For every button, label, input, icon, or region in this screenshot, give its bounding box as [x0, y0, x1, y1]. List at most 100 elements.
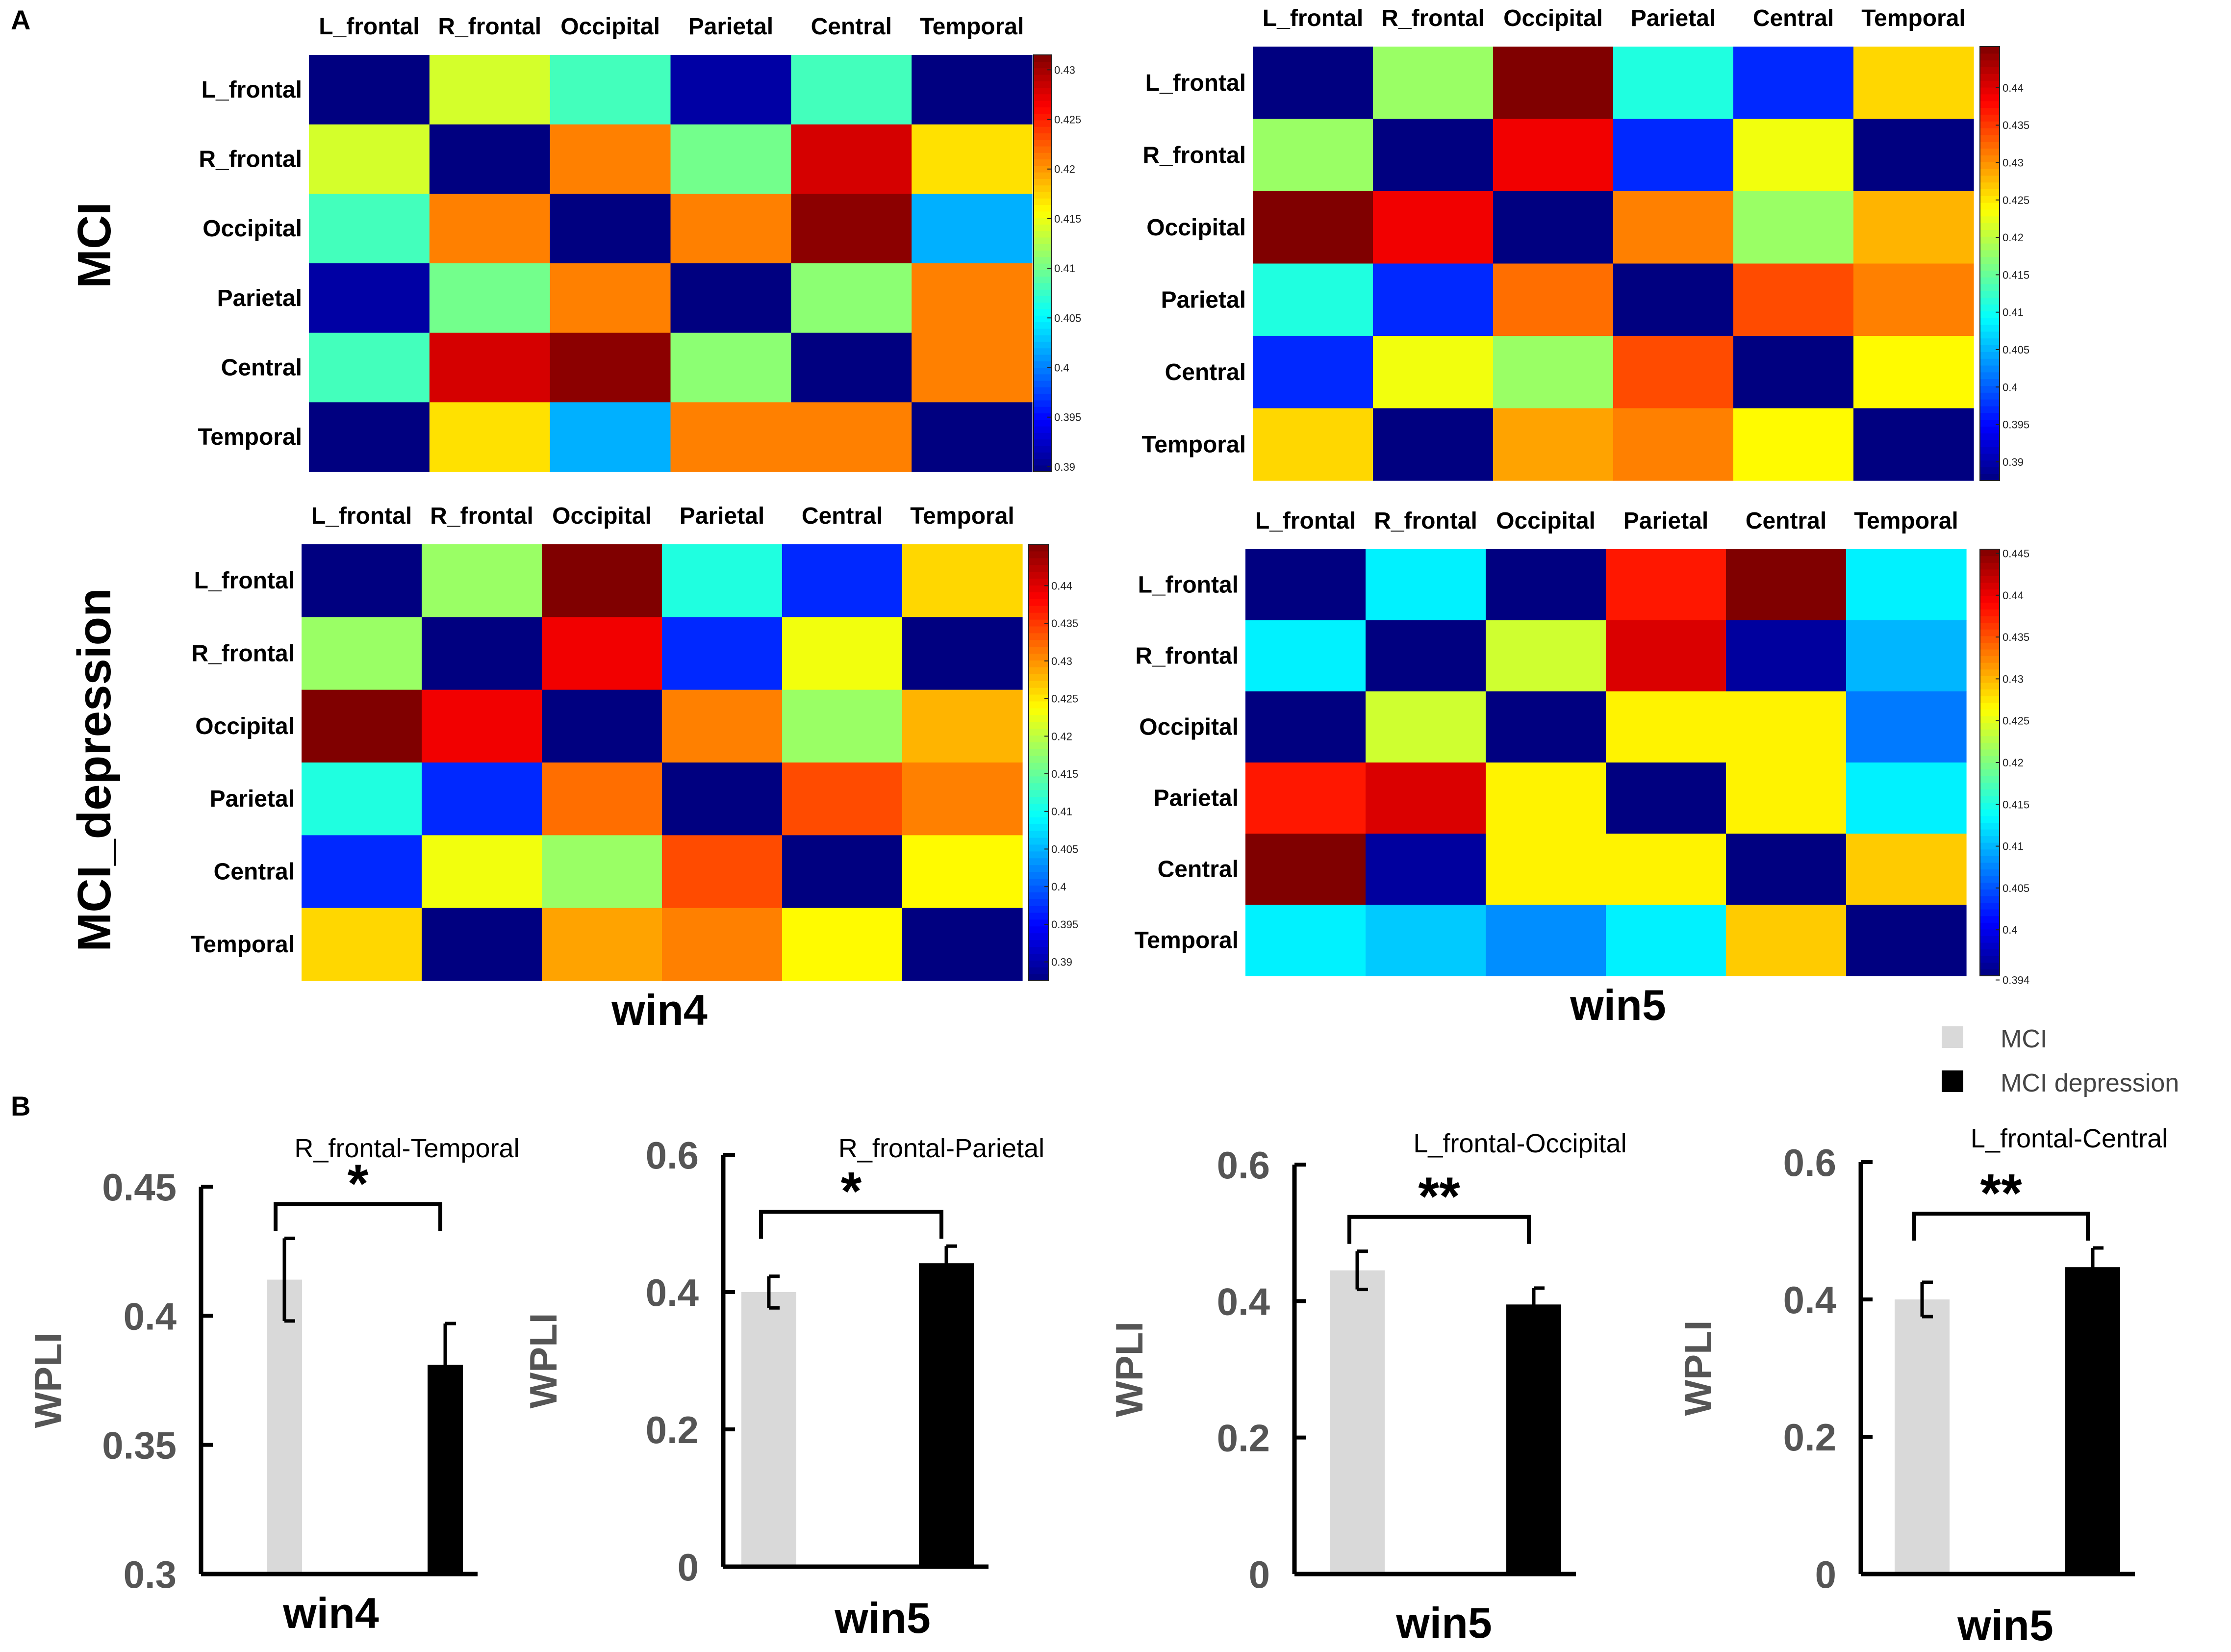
heatmap-cell-central-parietal [1613, 336, 1734, 409]
heatmap-cell-occipital-r-frontal [1366, 691, 1486, 763]
colorbar-segment [1980, 338, 2000, 346]
colorbar-segment [1980, 656, 2000, 663]
heatmap-y-label: R_frontal [191, 641, 295, 667]
colorbar-segment [1980, 962, 2000, 969]
y-tick-label: 0.2 [1217, 1417, 1270, 1460]
colorbar-segment [1029, 892, 1048, 899]
colorbar-segment [1980, 876, 2000, 883]
heatmap-mci-depression-win4: L_frontal R_frontal Occipital Parietal Centr… [191, 503, 1078, 981]
colorbar-segment [1980, 290, 2000, 298]
colorbar-tick-label: 0.39 [2003, 456, 2024, 468]
colorbar-segment [1980, 263, 2000, 271]
colorbar-segment [1034, 107, 1051, 114]
colorbar-segment [1029, 858, 1048, 865]
colorbar-segment [1029, 660, 1048, 667]
heatmap-cell-occipital-occipital [1486, 691, 1606, 763]
colorbar-segment [1029, 585, 1048, 592]
colorbar-segment [1980, 622, 2000, 630]
colorbar-segment [1980, 776, 2000, 783]
y-tick-label: 0.2 [646, 1408, 699, 1451]
heatmap-cell-temporal-parietal [1613, 408, 1734, 481]
heatmap-cell-occipital-occipital [1493, 191, 1614, 264]
colorbar-segment [1980, 74, 2000, 81]
colorbar-segment [1034, 172, 1051, 179]
heatmap-y-label: Occipital [195, 713, 295, 739]
heatmap-cell-r-frontal-central [782, 617, 903, 690]
colorbar-segment [1034, 244, 1051, 251]
colorbar-segment [1034, 146, 1051, 153]
colorbar-tick-label: 0.41 [2003, 840, 2024, 853]
colorbar-segment [1029, 721, 1048, 729]
colorbar-tick-label: 0.425 [1051, 693, 1078, 705]
colorbar-tick-label: 0.425 [2003, 715, 2029, 727]
heatmap-cell-parietal-central [791, 263, 912, 333]
heatmap-cell-parietal-occipital [550, 263, 671, 333]
colorbar-segment [1980, 915, 2000, 923]
row-label-mci-depression: MCI_depression [68, 588, 121, 952]
colorbar-segment [1980, 236, 2000, 244]
heatmap-cell-r-frontal-temporal [1846, 620, 1967, 692]
heatmap-cell-l-frontal-parietal [1606, 549, 1726, 621]
heatmap-cell-occipital-l-frontal [1253, 191, 1373, 264]
colorbar-segment [1980, 270, 2000, 278]
heatmap-cell-r-frontal-temporal [912, 124, 1033, 194]
colorbar-segment [1029, 946, 1048, 954]
colorbar-segment [1034, 61, 1051, 69]
heatmap-cell-l-frontal-l-frontal [1245, 549, 1366, 621]
heatmap-cell-occipital-temporal [1853, 191, 1974, 264]
heatmap-cell-central-l-frontal [1253, 336, 1373, 409]
colorbar-segment [1980, 549, 2000, 557]
colorbar-segment [1980, 121, 2000, 128]
colorbar-segment [1980, 689, 2000, 696]
heatmap-cell-r-frontal-occipital [542, 617, 662, 690]
heatmap-cell-parietal-l-frontal [302, 762, 422, 836]
colorbar-segment [1980, 869, 2000, 876]
colorbar-segment [1034, 120, 1051, 127]
heatmap-cell-central-temporal [912, 332, 1033, 403]
colorbar-segment [1029, 701, 1048, 709]
colorbar-segment [1980, 836, 2000, 843]
heatmap-cell-parietal-temporal [912, 263, 1033, 333]
heatmap-cell-l-frontal-occipital [542, 544, 662, 617]
heatmap-x-label: Occipital [552, 503, 652, 529]
colorbar-segment [1029, 837, 1048, 845]
bar-chart-title: L_frontal-Central [1971, 1124, 2168, 1153]
heatmap-cell-central-r-frontal [1373, 336, 1494, 409]
y-tick-label: 0.6 [646, 1134, 699, 1177]
significance-bracket [759, 1210, 943, 1239]
heatmap-cell-central-l-frontal [302, 835, 422, 909]
heatmap-cell-r-frontal-r-frontal [1373, 119, 1494, 192]
heatmap-x-label: R_frontal [430, 503, 533, 529]
colorbar-segment [1980, 882, 2000, 890]
heatmap-cell-temporal-central [791, 402, 912, 472]
heatmap-cell-occipital-r-frontal [422, 689, 542, 763]
colorbar-segment [1980, 956, 2000, 963]
colorbar-tick-label: 0.445 [2003, 548, 2029, 560]
heatmap-x-label: L_frontal [319, 14, 419, 40]
heatmap-y-label: Central [1165, 359, 1246, 385]
colorbar-segment [1029, 762, 1048, 770]
colorbar-segment [1980, 582, 2000, 590]
significance-bracket [274, 1202, 442, 1231]
legend-label-mci-depression: MCI depression [2001, 1069, 2179, 1097]
heatmap-y-label: R_frontal [1142, 142, 1246, 168]
heatmap-cell-occipital-parietal [1613, 191, 1734, 264]
heatmap-cell-r-frontal-parietal [662, 617, 783, 690]
heatmap-cell-central-parietal [1606, 834, 1726, 905]
colorbar-tick-label: 0.4 [2003, 924, 2018, 936]
colorbar-segment [1034, 419, 1051, 427]
colorbar-segment [1980, 352, 2000, 359]
heatmap-cell-temporal-temporal [1846, 905, 1967, 976]
colorbar-tick-label: 0.42 [2003, 231, 2024, 244]
colorbar-segment [1029, 844, 1048, 852]
colorbar-segment [1980, 80, 2000, 88]
colorbar-segment [1034, 198, 1051, 205]
colorbar-segment [1029, 803, 1048, 811]
colorbar-segment [1980, 795, 2000, 803]
colorbar-segment [1034, 218, 1051, 225]
colorbar-segment [1980, 862, 2000, 870]
colorbar-segment [1980, 709, 2000, 716]
colorbar-segment [1980, 929, 2000, 937]
bar-chart-xlabel: win5 [1957, 1601, 2054, 1650]
heatmap-cell-r-frontal-occipital [1493, 119, 1614, 192]
